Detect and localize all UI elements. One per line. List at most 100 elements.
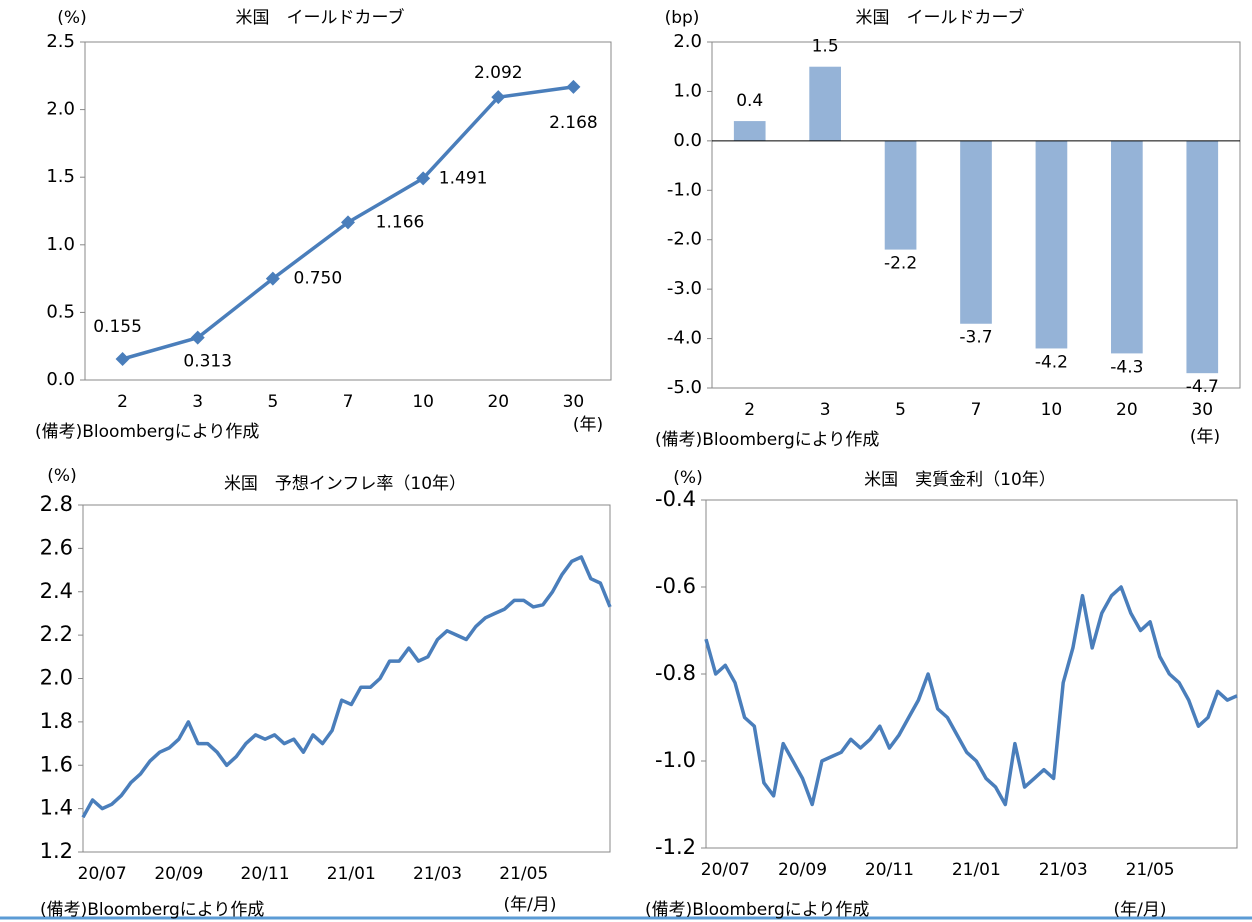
y-tick-label: -0.8 — [655, 661, 696, 685]
line — [81, 555, 612, 819]
source-note: (備考)Bloombergにより作成 — [35, 422, 259, 442]
bar — [809, 66, 841, 141]
x-tick-label: 20/07 — [701, 860, 750, 880]
chart-title: 米国 予想インフレ率（10年） — [224, 474, 466, 494]
source-note: (備考)Bloombergにより作成 — [40, 900, 264, 920]
y-unit-label: (%) — [47, 466, 76, 486]
x-tick-label: 21/01 — [952, 860, 1001, 880]
data-label: 2.092 — [474, 63, 523, 83]
x-tick-label: 3 — [820, 400, 831, 420]
y-tick-label: 1.4 — [40, 796, 73, 820]
y-tick-label: -2.0 — [667, 229, 702, 250]
y-tick-label: 2.8 — [40, 492, 73, 516]
bar — [884, 140, 917, 250]
y-tick-label: 2.6 — [40, 535, 73, 559]
data-label: -2.2 — [884, 254, 917, 274]
y-tick-label: 1.6 — [40, 752, 73, 776]
y-unit-label: (%) — [673, 468, 702, 488]
x-tick-label: 21/03 — [1039, 860, 1088, 880]
marker — [190, 330, 205, 345]
x-tick-label: 20/09 — [778, 860, 827, 880]
plot-area — [711, 41, 1241, 389]
y-tick-label: -1.2 — [655, 835, 696, 859]
y-tick-label: -3.0 — [667, 278, 702, 299]
marker — [491, 90, 506, 105]
x-unit-label: (年/月) — [1114, 900, 1167, 920]
y-tick-label: -1.0 — [667, 179, 702, 200]
bar — [1111, 140, 1143, 354]
data-label: 0.750 — [294, 269, 343, 289]
x-tick-label: 2 — [117, 392, 128, 412]
x-unit-label: (年) — [573, 415, 603, 435]
y-tick-label: -0.6 — [655, 574, 696, 598]
plot-area — [84, 41, 612, 381]
x-tick-label: 21/05 — [1126, 860, 1175, 880]
x-tick-label: 21/01 — [327, 864, 376, 884]
x-tick-label: 10 — [1041, 400, 1063, 420]
x-tick-label: 20 — [487, 392, 509, 412]
x-tick-label: 5 — [267, 392, 278, 412]
bar — [1186, 140, 1219, 374]
y-tick-label: 1.0 — [46, 234, 75, 255]
x-tick-label: 21/03 — [413, 864, 462, 884]
data-label: -4.7 — [1186, 377, 1219, 397]
y-tick-label: 1.8 — [40, 709, 73, 733]
x-tick-label: 2 — [744, 400, 755, 420]
y-tick-label: -5.0 — [667, 377, 702, 398]
y-tick-label: 2.0 — [40, 666, 73, 690]
x-tick-label: 5 — [895, 400, 906, 420]
data-label: 0.313 — [183, 352, 232, 372]
x-tick-label: 20/11 — [241, 864, 290, 884]
data-label: 1.166 — [376, 212, 425, 232]
x-tick-label: 20/09 — [154, 864, 203, 884]
data-label: 2.168 — [549, 113, 598, 133]
data-label: 0.155 — [93, 317, 142, 337]
data-label: 1.491 — [439, 168, 488, 188]
marker — [416, 171, 431, 186]
chart-title: 米国 イールドカーブ — [856, 7, 1025, 28]
y-unit-label: (bp) — [665, 8, 700, 28]
y-tick-label: 1.0 — [673, 80, 702, 101]
y-tick-label: 2.2 — [40, 622, 73, 646]
data-label: 1.5 — [812, 37, 839, 57]
x-tick-label: 10 — [412, 392, 434, 412]
y-tick-label: 2.4 — [40, 579, 73, 603]
x-tick-label: 3 — [192, 392, 203, 412]
marker — [341, 215, 355, 230]
data-label: -4.3 — [1110, 357, 1143, 377]
y-tick-label: 0.0 — [46, 369, 75, 390]
y-tick-label: 2.5 — [46, 31, 75, 52]
bar — [1035, 140, 1068, 349]
x-unit-label: (年) — [1190, 427, 1220, 447]
x-tick-label: 30 — [563, 392, 585, 412]
y-tick-label: 1.2 — [40, 839, 73, 863]
x-tick-label: 30 — [1191, 400, 1213, 420]
chart-title: 米国 イールドカーブ — [236, 7, 405, 28]
marker — [265, 271, 280, 286]
y-tick-label: -1.0 — [655, 748, 696, 772]
y-tick-label: 0.5 — [46, 301, 75, 322]
marker — [566, 79, 581, 94]
bar — [733, 121, 766, 141]
x-tick-label: 21/05 — [499, 864, 548, 884]
source-note: (備考)Bloombergにより作成 — [655, 430, 879, 450]
y-tick-label: 2.0 — [673, 31, 702, 52]
chart-title: 米国 実質金利（10年） — [864, 470, 1056, 490]
x-tick-label: 20/11 — [865, 860, 914, 880]
x-tick-label: 20/07 — [78, 864, 127, 884]
data-label: 0.4 — [736, 91, 763, 111]
y-unit-label: (%) — [57, 8, 86, 28]
marker — [115, 352, 130, 367]
y-tick-label: 1.5 — [46, 166, 75, 187]
x-unit-label: (年/月) — [504, 895, 557, 915]
data-label: -4.2 — [1035, 352, 1068, 372]
y-tick-label: 2.0 — [46, 99, 75, 120]
x-tick-label: 7 — [343, 392, 354, 412]
y-tick-label: 0.0 — [673, 130, 702, 151]
data-label: -3.7 — [959, 328, 992, 348]
y-tick-label: -0.4 — [655, 487, 696, 511]
bar — [960, 140, 992, 324]
x-tick-label: 7 — [971, 400, 982, 420]
